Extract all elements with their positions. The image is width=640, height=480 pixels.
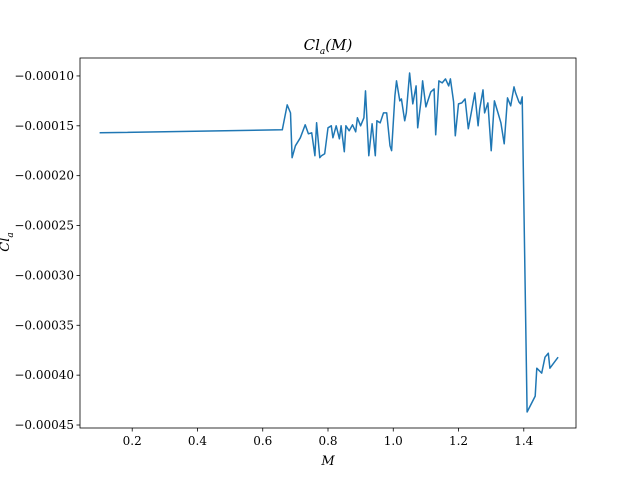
x-tick-label: 0.8 bbox=[318, 434, 337, 448]
chart-title-subscript: a bbox=[320, 47, 325, 57]
y-tick-label: −0.00045 bbox=[14, 418, 74, 432]
y-tick-label: −0.00015 bbox=[14, 119, 74, 133]
y-tick-label: −0.00040 bbox=[14, 368, 74, 382]
x-tick-label: 0.4 bbox=[188, 434, 207, 448]
y-tick-label: −0.00025 bbox=[14, 219, 74, 233]
axes-frame bbox=[79, 57, 577, 429]
y-axis-label: Cla bbox=[0, 232, 16, 251]
y-axis-label-subscript: a bbox=[6, 232, 16, 237]
y-tick-label: −0.00010 bbox=[14, 69, 74, 83]
y-tick-label: −0.00020 bbox=[14, 169, 74, 183]
chart-title: Cla(M) bbox=[304, 36, 353, 57]
y-tick-label: −0.00030 bbox=[14, 268, 74, 282]
chart-title-argument: (M) bbox=[325, 36, 352, 54]
y-tick-label: −0.00035 bbox=[14, 318, 74, 332]
x-tick-label: 1.0 bbox=[384, 434, 403, 448]
series-line-0 bbox=[99, 72, 559, 413]
x-axis-label: M bbox=[320, 454, 335, 469]
chart-title-base: Cl bbox=[304, 36, 320, 54]
x-tick-label: 0.6 bbox=[253, 434, 272, 448]
y-axis-label-base: Cl bbox=[0, 238, 13, 252]
x-tick-label: 0.2 bbox=[123, 434, 142, 448]
plot-area: 0.2 0.4 0.6 0.8 1.0 1.2 1.4 −0.00045 −0.00040 −0.… bbox=[14, 57, 577, 448]
x-tick-label: 1.2 bbox=[449, 434, 468, 448]
x-tick-label: 1.4 bbox=[514, 434, 533, 448]
